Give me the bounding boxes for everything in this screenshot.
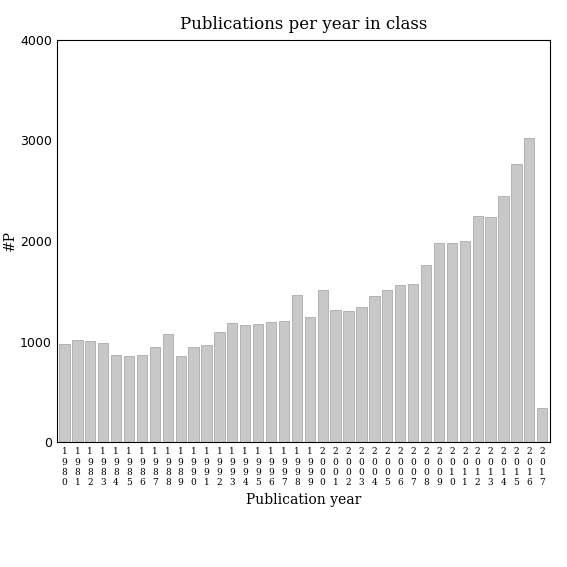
Bar — [304, 318, 315, 442]
Bar — [201, 345, 211, 442]
Bar — [98, 342, 108, 442]
Bar — [447, 243, 457, 442]
Bar — [511, 164, 522, 442]
Title: Publications per year in class: Publications per year in class — [180, 15, 427, 32]
Bar — [356, 307, 367, 442]
Bar — [72, 340, 83, 442]
Bar — [498, 196, 509, 442]
Bar — [318, 290, 328, 442]
Bar — [111, 355, 121, 442]
Bar — [124, 356, 134, 442]
Bar — [485, 217, 496, 442]
Bar — [408, 284, 418, 442]
Bar — [395, 285, 405, 442]
Bar — [60, 344, 70, 442]
Bar — [279, 321, 289, 442]
Bar — [253, 324, 263, 442]
Bar — [85, 341, 95, 442]
Y-axis label: #P: #P — [3, 230, 17, 252]
Bar — [344, 311, 354, 442]
Bar — [421, 265, 431, 442]
Bar — [369, 296, 379, 442]
Bar — [524, 138, 535, 442]
X-axis label: Publication year: Publication year — [246, 493, 361, 507]
Bar — [137, 355, 147, 442]
Bar — [460, 241, 470, 442]
Bar — [382, 290, 392, 442]
Bar — [472, 216, 483, 442]
Bar — [266, 322, 276, 442]
Bar — [214, 332, 225, 442]
Bar — [240, 325, 251, 442]
Bar — [537, 408, 547, 442]
Bar — [434, 243, 444, 442]
Bar — [331, 310, 341, 442]
Bar — [227, 323, 238, 442]
Bar — [292, 295, 302, 442]
Bar — [176, 356, 186, 442]
Bar — [163, 333, 173, 442]
Bar — [150, 346, 160, 442]
Bar — [188, 346, 199, 442]
